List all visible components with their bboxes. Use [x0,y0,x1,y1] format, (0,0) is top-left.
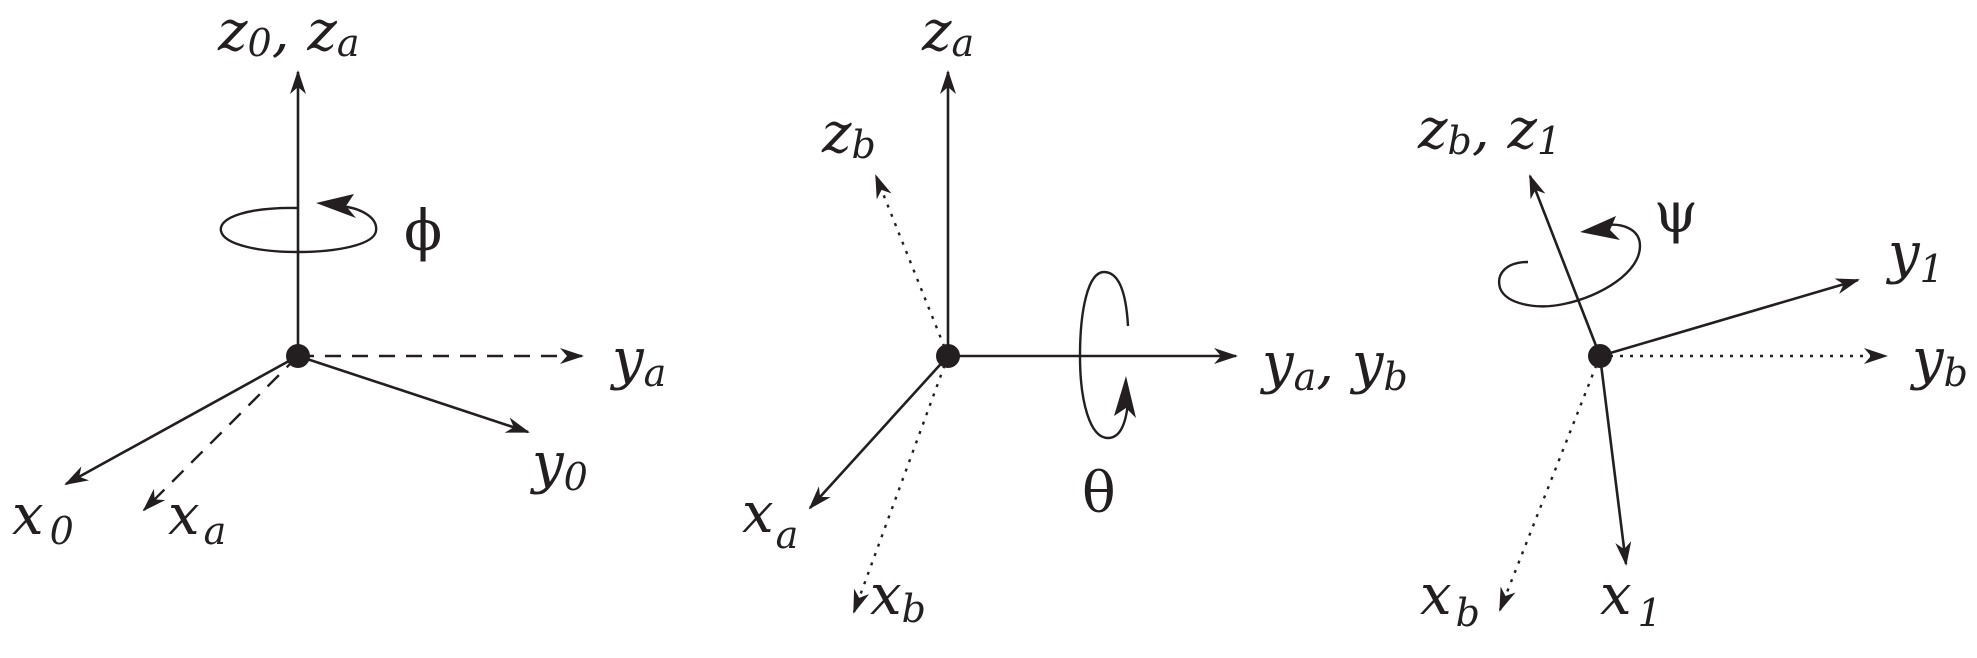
rotation-label-theta: θ [1082,461,1116,526]
label-ya-yb: ya, yb [1259,331,1408,399]
label-z0-za: z0, za [217,0,359,65]
label-y0: y0 [529,431,588,499]
rotation-arrow-phi [219,204,378,254]
rotation-label-phi: ϕ [404,199,442,264]
label-ya: ya [609,327,666,395]
axis-y1 [1599,278,1860,358]
rotation-arrowhead-phi [316,194,356,218]
rotation-label-psi: ψ [1654,181,1698,246]
rotation-arrow-theta [1078,270,1130,440]
rotation-arrowhead-psi [1580,216,1620,240]
label-y1: y1 [1885,221,1944,291]
axis-x1 [1598,355,1632,566]
axis-zb [874,174,950,357]
axis-xa [808,355,949,510]
label-yb: yb [1909,327,1968,395]
axis-y0 [297,354,530,434]
label-zb-z1: zb, z1 [1417,97,1561,163]
axis-x0 [64,354,299,486]
rotation-arrowhead-theta [1114,376,1136,418]
axis-zb-z1 [1528,174,1602,357]
label-xb: xb [870,563,926,631]
origin-point [936,344,960,368]
rotation-arrow-psi [1497,223,1642,308]
label-xa: xa [742,481,798,557]
label-zb: zb [821,101,876,167]
label-za: za [921,0,974,65]
origin-point [286,344,310,368]
panel-theta: za zb ya, yb θ xa xb [742,0,1408,631]
axis-xb [1498,355,1602,612]
axis-xa [142,355,299,512]
origin-point [1588,344,1612,368]
